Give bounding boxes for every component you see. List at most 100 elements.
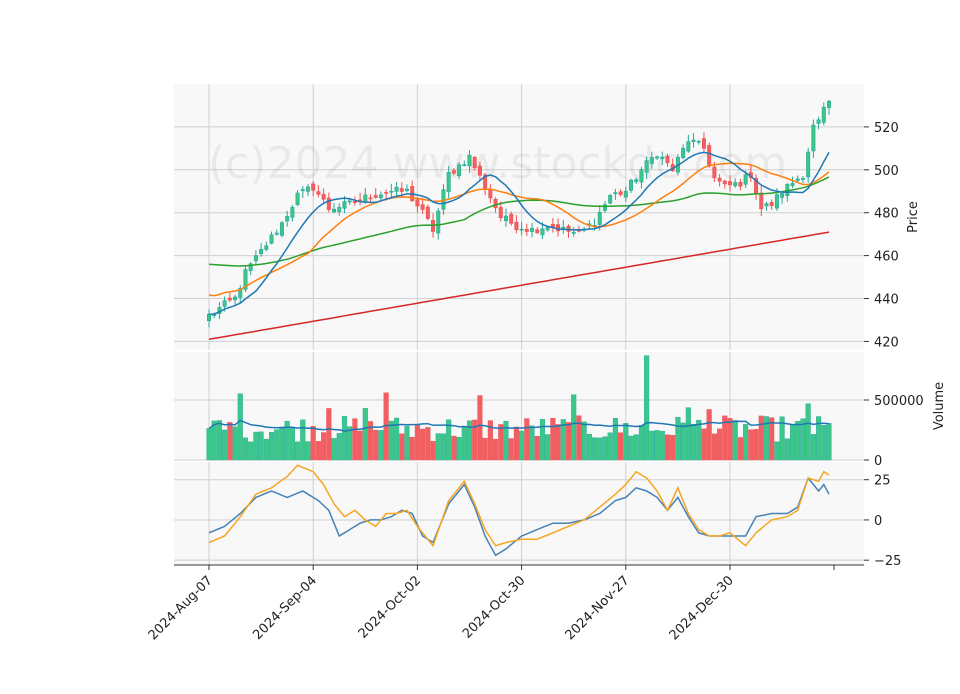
volume-bar <box>576 415 582 461</box>
volume-bar <box>404 425 410 461</box>
volume-bar <box>779 416 785 461</box>
volume-bar <box>555 424 561 461</box>
x-tick-label: 2024-Nov-27 <box>563 573 633 643</box>
volume-bar <box>274 429 280 461</box>
candle-body <box>321 193 326 200</box>
candle <box>613 188 618 200</box>
candle-body <box>415 199 420 207</box>
volume-bar <box>394 417 400 461</box>
volume-bar <box>263 438 269 461</box>
candle-body <box>743 174 748 185</box>
volume-bar <box>763 416 770 461</box>
volume-bar <box>732 420 738 461</box>
candle-body <box>399 188 404 192</box>
candle-body <box>378 194 383 199</box>
candle-body <box>571 232 576 234</box>
candle-body <box>472 157 477 169</box>
candle <box>342 196 347 214</box>
candle <box>243 265 248 293</box>
candle-body <box>514 221 519 230</box>
volume-bar <box>279 426 285 461</box>
volume-bar <box>711 433 717 461</box>
volume-ma-line <box>208 419 830 432</box>
candle <box>305 184 310 197</box>
candle <box>618 188 623 197</box>
candle-body <box>290 207 295 218</box>
volume-bar <box>222 429 228 461</box>
volume-bar <box>612 418 618 461</box>
candle-body <box>535 229 540 233</box>
candle-body <box>623 191 628 198</box>
candle-body <box>629 179 634 191</box>
volume-axis-label: Volume <box>932 382 947 430</box>
volume-bar <box>206 428 212 461</box>
volume-bar <box>722 415 728 461</box>
candle-body <box>316 191 321 195</box>
candle <box>300 186 305 198</box>
candle-body <box>269 234 274 244</box>
volume-bar <box>623 423 629 461</box>
volume-bar <box>498 424 504 461</box>
volume-bar <box>659 430 665 461</box>
osc-y-tick-label: 0 <box>874 514 882 529</box>
volume-bar <box>534 436 540 461</box>
candle-body <box>259 248 264 254</box>
candle-body <box>530 228 535 232</box>
candle-body <box>561 226 566 230</box>
volume-bar <box>748 429 754 461</box>
candle <box>415 196 420 213</box>
ma-20-line <box>208 162 830 297</box>
candle <box>207 309 211 328</box>
candle <box>629 178 634 194</box>
candle-body <box>800 178 805 180</box>
candle <box>363 188 368 204</box>
volume-bar <box>310 426 316 461</box>
candle-body <box>722 180 727 185</box>
candle <box>509 211 514 226</box>
candle <box>707 142 712 168</box>
ma-10-line <box>208 151 830 316</box>
candle <box>462 160 467 167</box>
candle <box>498 201 503 222</box>
candle-body <box>608 195 613 204</box>
volume-bar <box>550 417 556 461</box>
candle-body <box>665 155 670 164</box>
candle <box>608 194 613 205</box>
volume-bar <box>675 417 681 461</box>
candle-body <box>717 177 722 182</box>
volume-bar <box>789 424 796 461</box>
panel-osc-bg <box>174 462 864 565</box>
volume-bar <box>414 425 420 461</box>
volume-bar <box>295 441 301 461</box>
candle-body <box>300 189 305 191</box>
price-y-tick-label: 460 <box>874 250 899 265</box>
osc-y-tick-label: −25 <box>874 554 901 569</box>
candle-body <box>347 200 352 203</box>
volume-bar <box>649 430 655 461</box>
candle <box>326 192 331 213</box>
x-tick-label: 2024-Oct-02 <box>356 573 424 641</box>
candle-body <box>342 201 347 209</box>
volume-bar <box>826 423 832 461</box>
candle-body <box>233 296 238 301</box>
candle <box>644 156 649 180</box>
candle <box>290 204 295 222</box>
volume-bar <box>586 433 592 461</box>
volume-bar <box>795 421 801 461</box>
candle <box>660 151 665 166</box>
x-tick-label: 2024-Dec-30 <box>667 573 737 643</box>
volume-bar <box>784 438 790 461</box>
candle-body <box>436 210 441 234</box>
candle <box>623 186 628 202</box>
candle <box>800 175 805 184</box>
candle-body <box>691 139 696 142</box>
candle-body <box>457 164 462 177</box>
candle-body <box>655 156 660 159</box>
candle-body <box>207 314 211 322</box>
volume-bar <box>633 434 639 461</box>
candle-body <box>545 227 550 231</box>
volume-bar <box>618 432 624 461</box>
candle-body <box>613 192 618 195</box>
volume-bar <box>456 437 462 461</box>
